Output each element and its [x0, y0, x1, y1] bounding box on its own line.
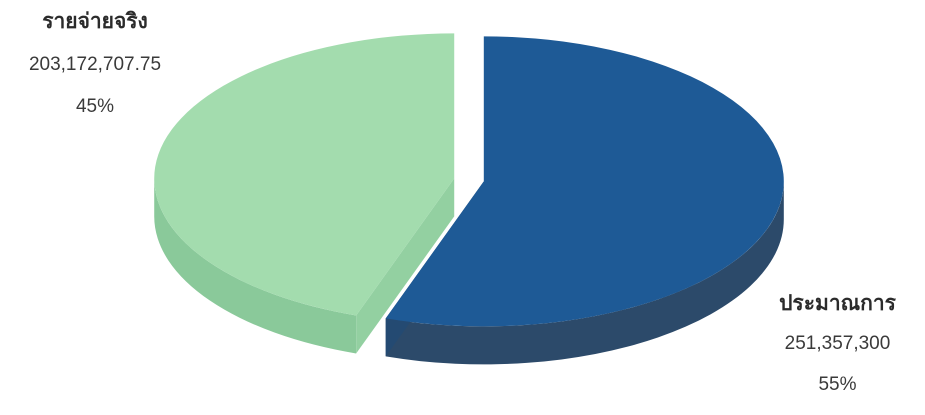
- pie-slice-budget-side: [385, 181, 784, 365]
- data-label-actual-name: รายจ่ายจริง: [42, 9, 148, 33]
- pie-slice-actual: [154, 33, 455, 354]
- data-label-actual-percent: 45%: [75, 96, 115, 117]
- data-label-budget-name: ประมาณการ: [779, 291, 896, 315]
- pie-slice-budget: [385, 36, 784, 365]
- data-label-budget: ประมาณการ 251,357,300 55%: [755, 288, 920, 400]
- pie-slice-actual-side: [154, 178, 357, 354]
- pie-slice-actual-cut-face: [356, 178, 455, 354]
- data-label-budget-percent: 55%: [818, 374, 857, 395]
- pie-slice-actual-top: [154, 33, 455, 316]
- pie-slice-budget-top: [385, 36, 784, 327]
- data-label-actual: รายจ่ายจริง 203,172,707.75 45%: [0, 6, 190, 122]
- data-label-actual-value: 203,172,707.75: [28, 54, 162, 75]
- data-label-budget-value: 251,357,300: [784, 333, 891, 354]
